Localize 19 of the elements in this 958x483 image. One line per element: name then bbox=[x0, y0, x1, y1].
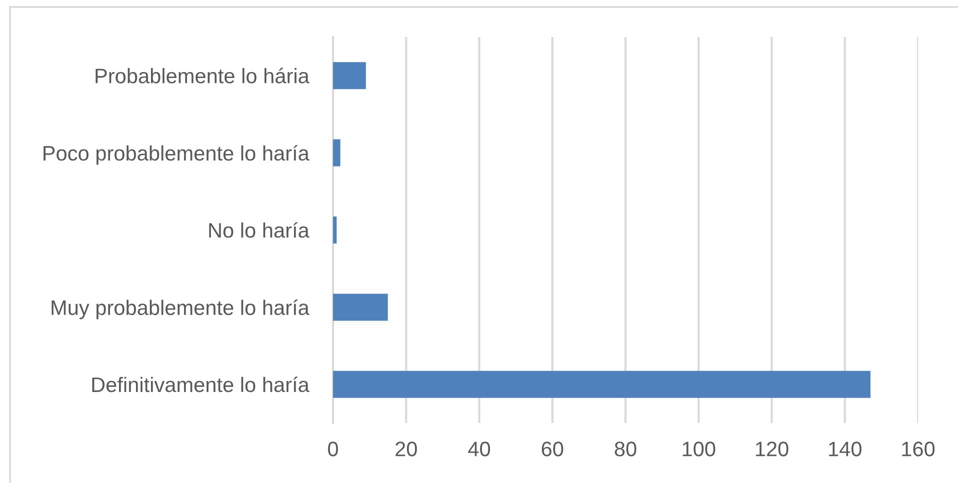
bar bbox=[333, 294, 388, 321]
x-tick-label: 40 bbox=[468, 442, 490, 456]
y-tick-label: Probablemente lo hária bbox=[96, 68, 310, 84]
x-tick-label: 160 bbox=[902, 442, 935, 456]
bar bbox=[333, 62, 366, 90]
x-tick-label: 20 bbox=[396, 442, 417, 456]
x-tick-label: 140 bbox=[829, 442, 862, 456]
x-tick-label: 100 bbox=[682, 442, 716, 456]
y-tick-label: Muy probablemente lo haría bbox=[52, 300, 310, 320]
x-tick-label: 60 bbox=[542, 442, 564, 456]
bar bbox=[333, 216, 337, 244]
x-tick-label: 120 bbox=[756, 442, 788, 456]
bar bbox=[333, 370, 870, 398]
bar bbox=[333, 139, 340, 166]
y-tick-label: No lo haría bbox=[209, 222, 310, 238]
y-tick-label: Poco probablemente lo haría bbox=[44, 145, 310, 165]
x-tick-label: 80 bbox=[614, 442, 636, 456]
x-tick-label: 0 bbox=[328, 442, 338, 456]
y-tick-label: Definitivamente lo haría bbox=[92, 376, 310, 392]
